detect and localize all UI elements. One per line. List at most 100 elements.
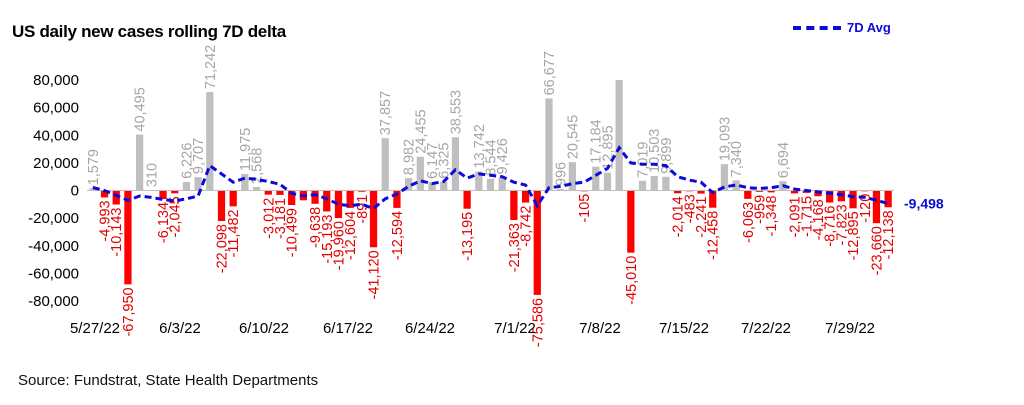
bar-data-label: -12,895 [846,211,862,260]
bar-data-label: 13,742 [472,124,488,168]
bar [217,190,226,222]
bar [486,178,495,191]
y-tick-label: 0 [71,183,79,200]
bar-data-label: -10,143 [109,208,125,257]
bar [755,190,764,192]
bar [744,190,752,199]
x-tick-label: 6/24/22 [405,320,455,337]
bar [557,189,565,191]
bar [264,190,272,195]
bar [627,190,635,253]
bar-data-label: 12,895 [600,125,616,169]
bar [346,190,354,208]
bar-data-label: -3,012 [261,198,277,239]
bar-data-label: -1,348 [764,195,780,236]
x-tick-label: 5/27/22 [70,320,120,337]
bar-data-label: -41,120 [367,250,383,299]
bar-data-label: 310 [144,163,160,187]
bar-data-label: -2,241 [694,197,710,238]
bar-data-label: 24,455 [413,109,429,153]
x-tick-label: 7/29/22 [825,320,875,337]
bar [592,166,600,191]
bar-data-label: 7,019 [636,142,652,178]
bar [475,171,483,191]
bar-data-label: 20,545 [565,115,581,159]
y-tick-label: -60,000 [28,265,79,282]
bar-data-label: 996 [554,162,570,186]
bar-data-label: 8,544 [484,139,500,175]
bar [89,188,97,191]
bar-data-label: -12,138 [881,210,897,259]
bar-data-label: -891 [355,195,371,224]
bar [194,177,202,191]
bar [662,176,670,191]
bar [323,190,331,212]
bar [252,186,261,191]
bar-data-label: 8,982 [402,139,418,175]
bar-data-label: 1,579 [86,149,102,185]
bar-series [89,80,892,295]
y-tick-label: 80,000 [33,72,79,89]
bar [440,181,448,191]
bar [112,190,120,205]
bar-data-label: -45,010 [624,256,640,305]
source-note: Source: Fundstrat, State Health Departme… [18,372,319,389]
bar [545,98,553,191]
bar [533,190,541,295]
x-axis: 5/27/22 6/3/22 6/10/22 6/17/22 6/24/22 7/1/22… [70,320,875,337]
bar [405,178,413,191]
avg-7d-line [92,144,889,211]
bar-data-label: -4,168 [811,199,827,240]
legend-dashed-line-icon [793,25,841,30]
bar [276,190,284,195]
bar [720,164,729,191]
bar-data-label: 71,242 [203,45,219,89]
bar-data-label: 6,694 [776,142,792,178]
bar-data-label: 38,553 [448,90,464,134]
bar-data-label: 37,857 [378,91,394,135]
bar-data-label: 40,495 [133,87,149,131]
bar-data-label: 2,568 [250,148,266,184]
bar-data-label: -13,195 [460,212,476,261]
bar-data-label: -3,181 [273,198,289,239]
bar [171,190,179,194]
y-tick-label: 60,000 [33,100,79,117]
bar-data-label: -1,715 [799,196,815,237]
y-tick-label: -20,000 [28,210,79,227]
bar-data-label: -2,014 [671,196,687,237]
x-tick-label: 7/8/22 [579,320,621,337]
bar-data-label: 6,325 [437,142,453,178]
bar [884,190,892,208]
bar-data-labels: 1,579 -4,993-10,143 -67,950 40,495 310 -6,134… [86,45,897,347]
bar-data-label: 6,147 [425,143,441,179]
bar-data-label: -75,586 [530,298,546,347]
bar [206,92,214,191]
y-tick-label: 40,000 [33,127,79,144]
bar-data-label: -22,098 [215,224,231,273]
bar [288,190,296,206]
x-tick-label: 6/10/22 [239,320,289,337]
bar [182,181,191,191]
bar-data-label: -23,660 [869,226,885,275]
bar [428,182,436,191]
bar [334,190,343,219]
y-tick-label: -40,000 [28,238,79,255]
bar [229,190,237,207]
bar-data-label: 19,093 [717,117,733,161]
bar [638,180,647,191]
bar-data-label: -19,960 [331,221,347,270]
bar [521,190,530,203]
bar [790,190,799,194]
bar [603,172,612,191]
x-tick-label: 7/15/22 [659,320,709,337]
bar [451,137,460,191]
bar-data-label: -21,363 [507,223,523,272]
legend-label: 7D Avg [847,20,891,35]
x-tick-label: 6/17/22 [323,320,373,337]
bar-data-label: -105 [577,194,593,223]
bar-data-label: 9,707 [191,138,207,174]
bar-data-label: -12,458 [706,211,722,260]
x-tick-label: 7/22/22 [741,320,791,337]
bar [615,80,623,191]
bar [872,190,881,224]
